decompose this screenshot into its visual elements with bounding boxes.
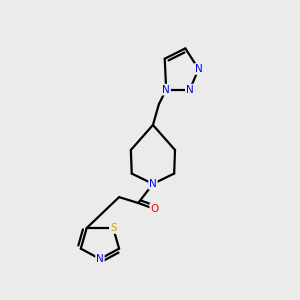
- Text: N: N: [162, 85, 170, 94]
- Text: N: N: [149, 179, 157, 189]
- Text: O: O: [150, 204, 158, 214]
- Text: N: N: [195, 64, 203, 74]
- Text: S: S: [110, 223, 116, 233]
- Text: N: N: [186, 85, 194, 94]
- Text: N: N: [96, 254, 104, 264]
